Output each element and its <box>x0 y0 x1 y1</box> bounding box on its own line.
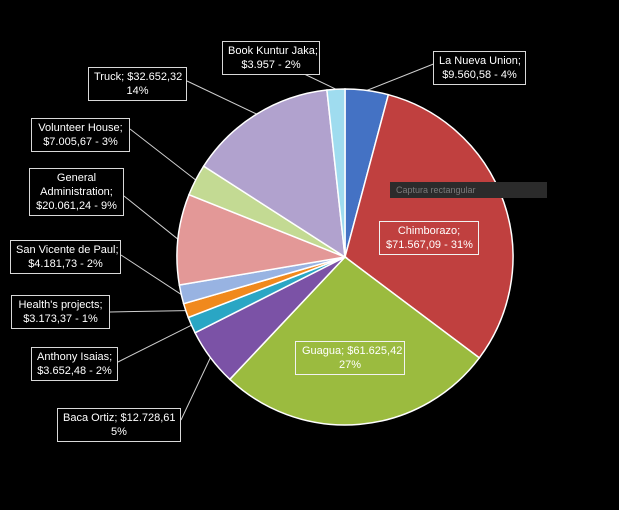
label-san-vicente-de-paul: San Vicente de Paul; $4.181,73 - 2% <box>10 240 121 274</box>
label-healths-projects: Health's projects; $3.173,37 - 1% <box>11 295 110 329</box>
label-la-nueva-union: La Nueva Union; $9.560,58 - 4% <box>433 51 526 85</box>
label-general-admin-line1: General <box>56 172 97 184</box>
label-health-line2: $3.173,37 - 1% <box>23 313 98 325</box>
pie-slice-chimborazo <box>344 93 514 359</box>
label-book-line2: $3.957 - 2% <box>241 59 301 71</box>
label-general-admin-line3: $20.061,24 - 9% <box>36 200 117 212</box>
label-truck-line1: Truck; $32.652,32 <box>94 71 183 83</box>
leader-line <box>120 254 182 295</box>
label-volunteer-house-line2: $7.005,67 - 3% <box>43 136 118 148</box>
capture-tooltip: Captura rectangular <box>390 182 547 198</box>
leader-lines <box>109 62 437 421</box>
leader-line <box>123 195 179 240</box>
label-truck-line2: 14% <box>126 85 149 97</box>
label-anthony-isaias-line1: Anthony Isaias; <box>37 351 113 363</box>
label-baca-ortiz-line1: Baca Ortiz; $12.728,61 <box>63 412 176 424</box>
label-health-line1: Health's projects; <box>18 299 103 311</box>
label-anthony-isaias-line2: $3.652,48 - 2% <box>37 365 112 377</box>
label-guagua: Guagua; $61.625,42 27% <box>295 341 405 375</box>
label-guagua-line2: 27% <box>338 359 362 371</box>
pie-slice-guagua <box>228 255 481 426</box>
label-book-kuntur-jaka: Book Kuntur Jaka; $3.957 - 2% <box>222 41 320 75</box>
label-book-line1: Book Kuntur Jaka; <box>228 45 318 57</box>
pie-slices <box>176 88 514 426</box>
leader-line <box>186 80 257 115</box>
pie-slice-general-administration <box>176 193 348 286</box>
label-chimborazo-line1: Chimborazo; <box>397 225 461 237</box>
leader-line <box>366 62 437 91</box>
label-volunteer-house-line1: Volunteer House; <box>38 122 123 134</box>
pie-slice-book-kuntur-jaka <box>326 88 346 258</box>
label-anthony-isaias: Anthony Isaias; $3.652,48 - 2% <box>31 347 118 381</box>
label-la-nueva-union-line1: La Nueva Union; <box>439 55 521 67</box>
label-la-nueva-union-line2: $9.560,58 - 4% <box>442 69 517 81</box>
label-baca-ortiz-line2: 5% <box>111 426 127 438</box>
label-general-admin-line2: Administration; <box>40 186 113 198</box>
pie-slice-truck <box>202 89 346 259</box>
leader-line <box>129 128 197 181</box>
label-volunteer-house: Volunteer House; $7.005,67 - 3% <box>31 118 130 152</box>
label-san-vicente-line1: San Vicente de Paul; <box>16 244 119 256</box>
leader-line <box>180 357 211 421</box>
label-baca-ortiz: Baca Ortiz; $12.728,61 5% <box>57 408 181 442</box>
label-chimborazo: Chimborazo; $71.567,09 - 31% <box>379 221 479 255</box>
leader-line <box>109 310 186 313</box>
leader-line <box>117 324 192 363</box>
label-general-administration: General Administration; $20.061,24 - 9% <box>29 168 124 216</box>
label-truck: Truck; $32.652,32 14% <box>88 67 187 101</box>
label-san-vicente-line2: $4.181,73 - 2% <box>28 258 103 270</box>
label-chimborazo-line2: $71.567,09 - 31% <box>386 239 473 251</box>
label-guagua-line1: Guagua; $61.625,42 <box>302 345 403 357</box>
